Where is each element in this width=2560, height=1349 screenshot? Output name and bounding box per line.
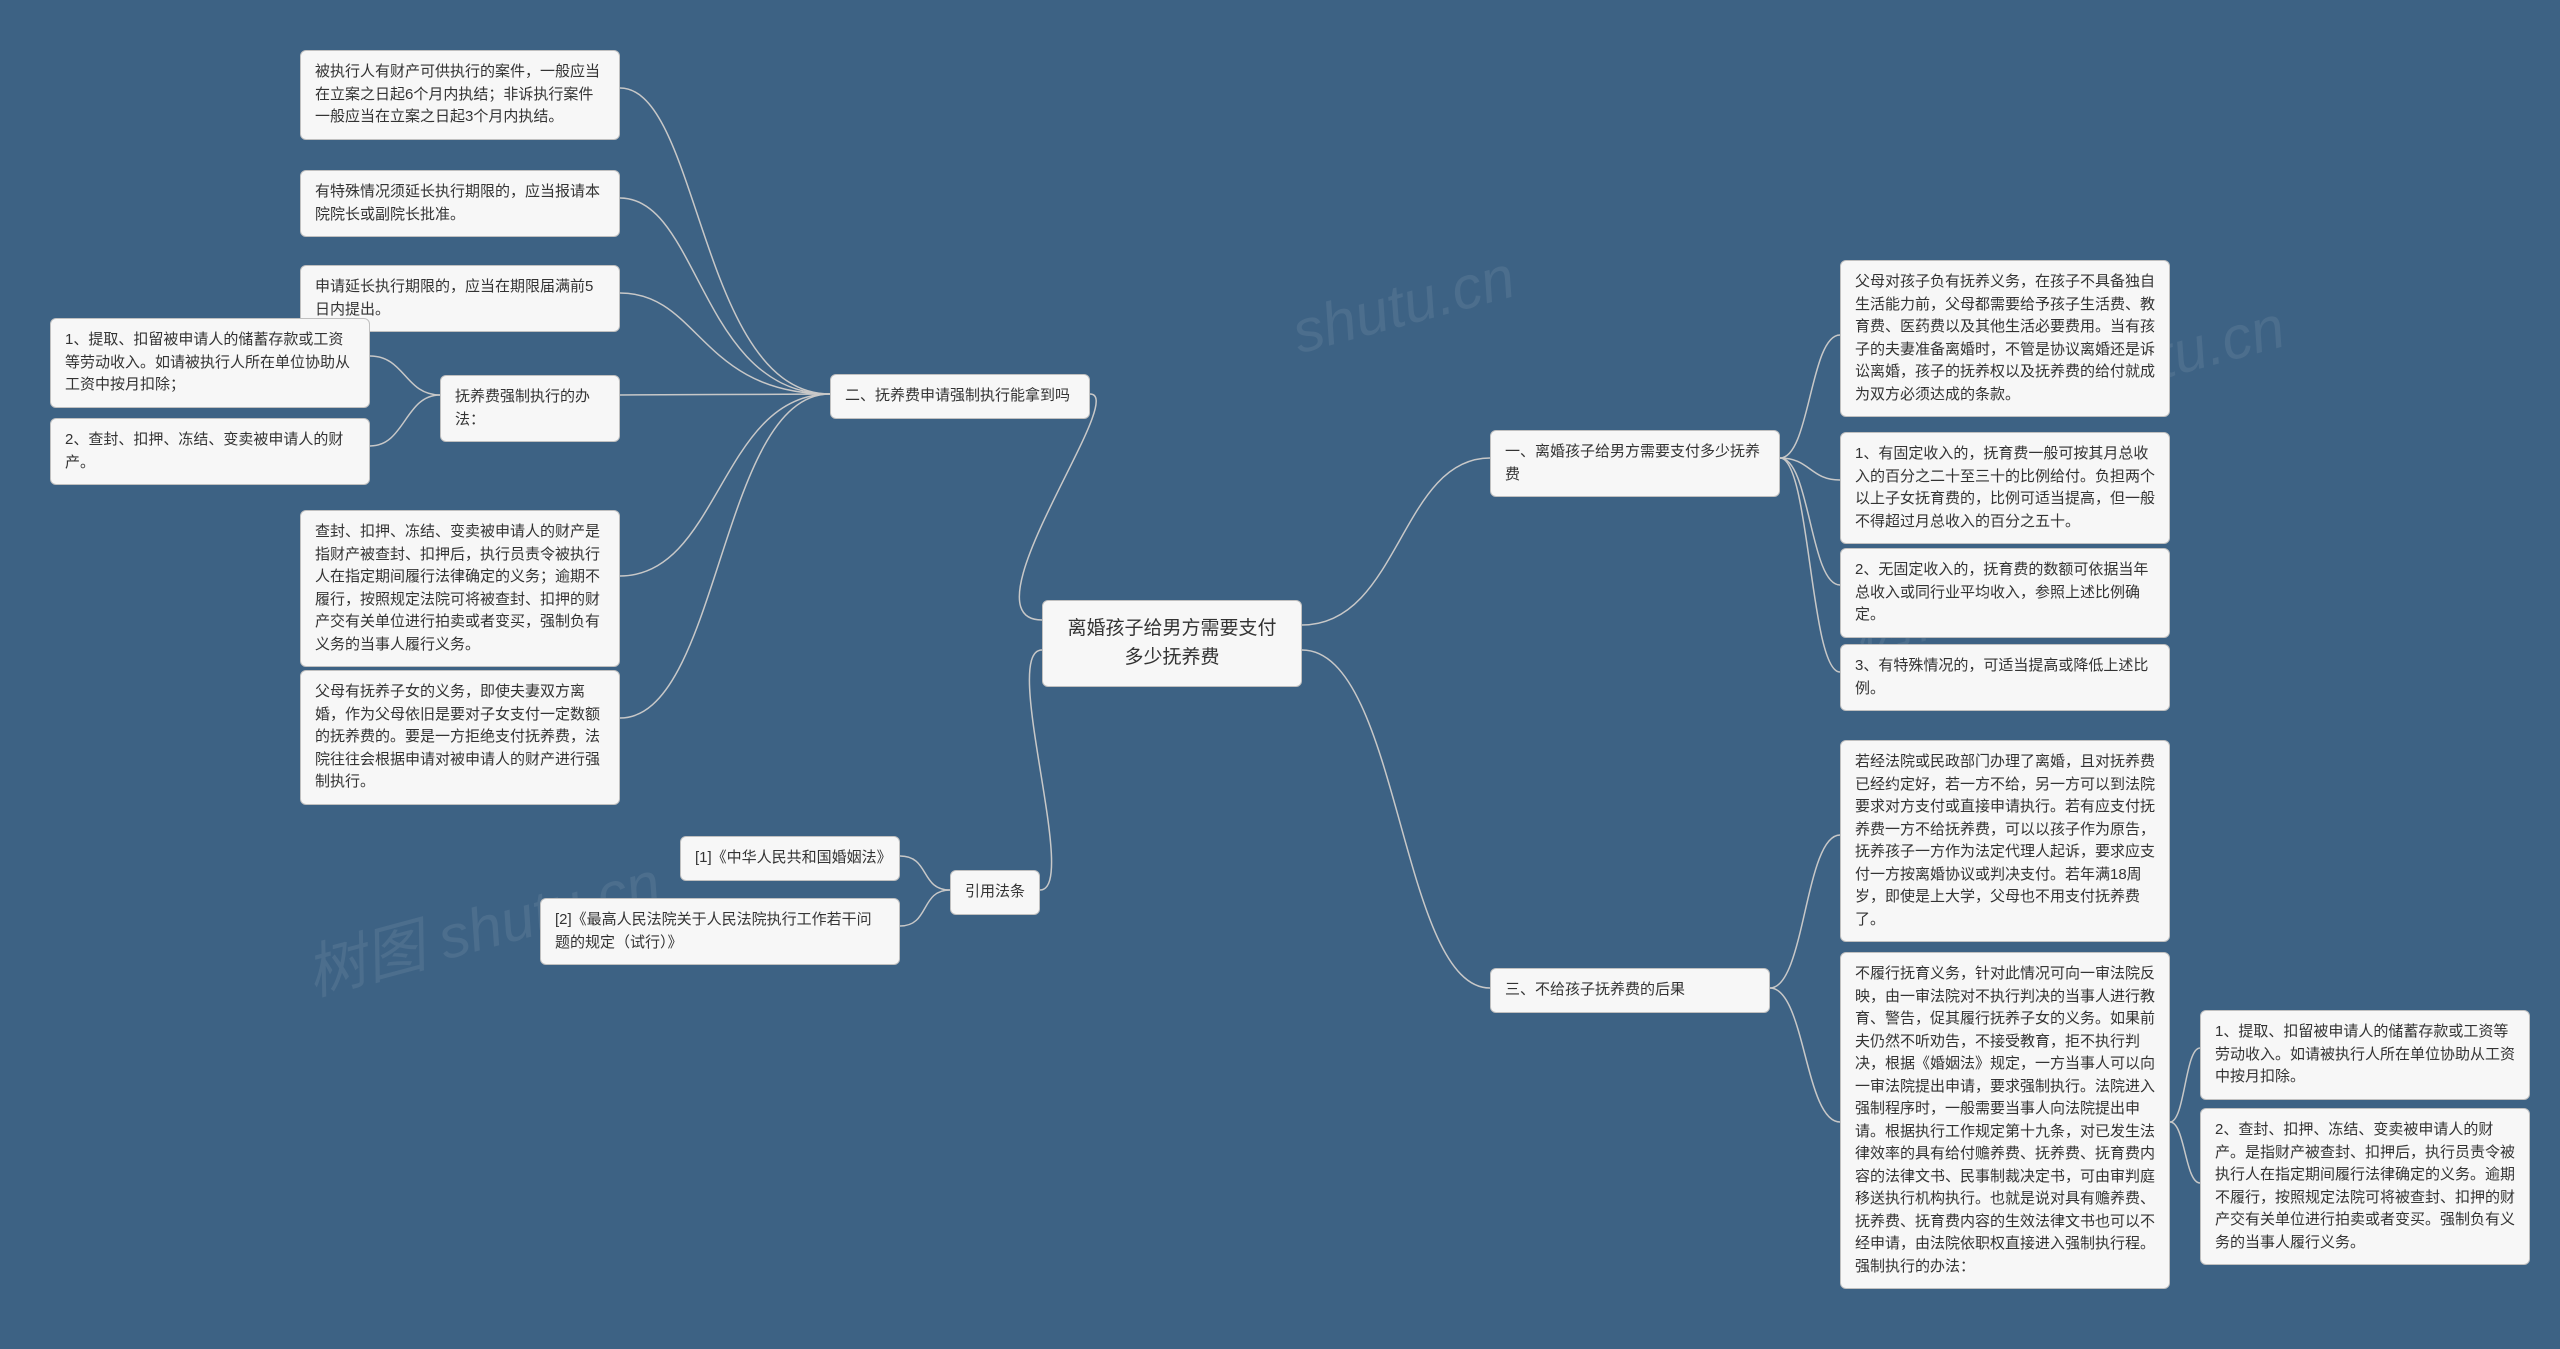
branch-1: 一、离婚孩子给男方需要支付多少抚养费 (1490, 430, 1780, 497)
branch-1-child-1: 1、有固定收入的，抚育费一般可按其月总收入的百分之二十至三十的比例给付。负担两个… (1840, 432, 2170, 544)
branch-ref-child-1: [2]《最高人民法院关于人民法院执行工作若干问题的规定（试行）》 (540, 898, 900, 965)
branch-3-child-1: 不履行抚育义务，针对此情况可向一审法院反映，由一审法院对不执行判决的当事人进行教… (1840, 952, 2170, 1289)
branch-2-mid-gc-0: 1、提取、扣留被申请人的储蓄存款或工资等劳动收入。如请被执行人所在单位协助从工资… (50, 318, 370, 408)
branch-2-mid: 抚养费强制执行的办法： (440, 375, 620, 442)
branch-2-bottom-1: 父母有抚养子女的义务，即使夫妻双方离婚，作为父母依旧是要对子女支付一定数额的抚养… (300, 670, 620, 805)
branch-2-bottom-0: 查封、扣押、冻结、变卖被申请人的财产是指财产被查封、扣押后，执行员责令被执行人在… (300, 510, 620, 667)
center-topic: 离婚孩子给男方需要支付多少抚养费 (1042, 600, 1302, 687)
branch-3-grandchild-1: 2、查封、扣押、冻结、变卖被申请人的财产。是指财产被查封、扣押后，执行员责令被执… (2200, 1108, 2530, 1265)
branch-3-grandchild-0: 1、提取、扣留被申请人的储蓄存款或工资等劳动收入。如请被执行人所在单位协助从工资… (2200, 1010, 2530, 1100)
branch-2-top-0: 被执行人有财产可供执行的案件，一般应当在立案之日起6个月内执结；非诉执行案件一般… (300, 50, 620, 140)
branch-2-top-1: 有特殊情况须延长执行期限的，应当报请本院院长或副院长批准。 (300, 170, 620, 237)
branch-2-mid-gc-1: 2、查封、扣押、冻结、变卖被申请人的财产。 (50, 418, 370, 485)
branch-1-child-3: 3、有特殊情况的，可适当提高或降低上述比例。 (1840, 644, 2170, 711)
branch-2: 二、抚养费申请强制执行能拿到吗 (830, 374, 1090, 419)
branch-3: 三、不给孩子抚养费的后果 (1490, 968, 1770, 1013)
branch-1-child-0: 父母对孩子负有抚养义务，在孩子不具备独自生活能力前，父母都需要给予孩子生活费、教… (1840, 260, 2170, 417)
branch-3-child-0: 若经法院或民政部门办理了离婚，且对抚养费已经约定好，若一方不给，另一方可以到法院… (1840, 740, 2170, 942)
branch-ref: 引用法条 (950, 870, 1040, 915)
branch-ref-child-0: [1]《中华人民共和国婚姻法》 (680, 836, 900, 881)
branch-1-child-2: 2、无固定收入的，抚育费的数额可依据当年总收入或同行业平均收入，参照上述比例确定… (1840, 548, 2170, 638)
